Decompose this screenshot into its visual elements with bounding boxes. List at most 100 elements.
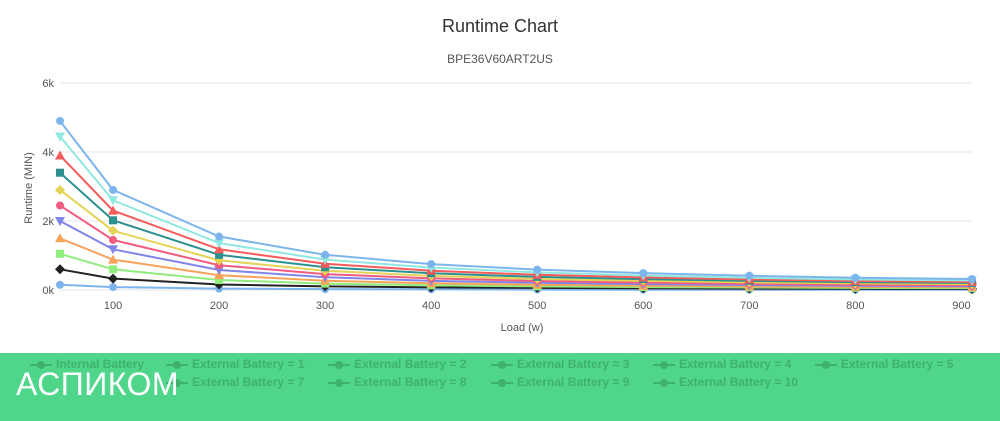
legend-swatch-icon [166, 360, 188, 370]
y-axis-title: Runtime (MIN) [23, 152, 35, 224]
x-tick-label: 400 [422, 300, 440, 312]
series-line [59, 154, 973, 283]
series-line [59, 204, 973, 287]
data-point [851, 273, 860, 282]
legend-swatch-icon [491, 360, 513, 370]
legend-swatch-icon [491, 378, 513, 388]
chart-subtitle: BPE36V60ART2US [447, 52, 553, 66]
series-line [59, 252, 973, 290]
legend-label: External Battery = 3 [517, 357, 630, 371]
series-line [59, 220, 973, 288]
legend-label: External Battery = 4 [679, 357, 792, 371]
data-point [109, 216, 118, 225]
data-point [56, 249, 64, 258]
legend-item[interactable]: External Battery = 9 [491, 374, 629, 390]
legend-swatch-icon [653, 360, 675, 370]
y-tick-label: 6k [42, 78, 54, 90]
data-point [56, 201, 64, 210]
legend-swatch-icon [653, 378, 675, 388]
series-line [59, 171, 973, 284]
y-tick-label: 0k [42, 285, 54, 297]
legend-swatch-icon [815, 360, 837, 370]
legend-item[interactable]: External Battery = 7 [166, 374, 304, 390]
y-tick-label: 2k [42, 216, 54, 228]
watermark-text: АСПИКОМ [16, 366, 180, 402]
data-point [55, 132, 65, 142]
legend-item[interactable]: External Battery = 1 [166, 356, 304, 372]
series [56, 116, 976, 283]
x-tick-label: 700 [740, 300, 758, 312]
data-point [533, 265, 542, 274]
legend-item[interactable]: External Battery = 2 [328, 356, 466, 372]
x-axis-ticks: 100 200 300 400 500 600 700 800 900 [104, 300, 971, 312]
legend-label: External Battery = 7 [192, 375, 305, 389]
data-point [427, 260, 436, 269]
series-line [59, 283, 972, 291]
legend-label: External Battery = 5 [841, 357, 954, 371]
data-point [55, 217, 65, 226]
chart-title: Runtime Chart [441, 16, 559, 36]
series-layer [55, 116, 977, 294]
series [55, 132, 977, 286]
data-point [745, 271, 754, 280]
data-point [968, 274, 976, 283]
data-point [109, 235, 118, 244]
data-point [109, 185, 118, 194]
x-tick-label: 300 [316, 300, 334, 312]
x-tick-label: 200 [210, 300, 228, 312]
series-line [59, 189, 973, 286]
data-point [639, 269, 648, 278]
data-point [56, 168, 64, 177]
data-point [215, 275, 224, 284]
legend-label: External Battery = 9 [517, 375, 630, 389]
legend-item[interactable]: External Battery = 10 [653, 374, 798, 390]
data-point [56, 280, 64, 289]
legend-label: External Battery = 2 [354, 357, 467, 371]
data-point [214, 255, 225, 266]
data-point [55, 150, 65, 160]
legend-label: External Battery = 1 [192, 357, 305, 371]
legend-label: Internal Battery [56, 357, 145, 371]
data-point [214, 244, 225, 254]
legend-item[interactable]: External Battery = 8 [328, 374, 466, 390]
series-line [59, 135, 973, 282]
y-axis-ticks: 0k 2k 4k 6k [42, 78, 54, 297]
legend-item[interactable]: External Battery = 5 [815, 356, 953, 372]
legend-label: External Battery = 8 [354, 375, 467, 389]
data-point [214, 239, 225, 249]
data-point [321, 250, 330, 259]
legend-swatch-icon [328, 360, 350, 370]
x-tick-label: 100 [104, 300, 122, 312]
data-point [109, 283, 118, 292]
series-line [59, 120, 973, 280]
data-point [108, 254, 119, 264]
x-tick-label: 900 [952, 300, 970, 312]
series-line [59, 268, 973, 290]
legend-swatch-icon [166, 378, 188, 388]
data-point [55, 184, 65, 195]
legend-item[interactable]: Internal Battery [30, 356, 144, 372]
y-tick-label: 4k [42, 147, 54, 159]
data-point [108, 205, 119, 215]
data-point [56, 116, 64, 125]
legend-item[interactable]: External Battery = 4 [653, 356, 791, 372]
data-point [215, 250, 224, 259]
data-point [108, 273, 119, 284]
data-point [108, 225, 119, 236]
x-tick-label: 600 [634, 300, 652, 312]
data-point [109, 265, 118, 274]
series-line [59, 237, 973, 289]
data-point [108, 245, 119, 255]
x-tick-label: 800 [846, 300, 864, 312]
x-tick-label: 500 [528, 300, 546, 312]
data-point [55, 233, 65, 243]
data-point [215, 232, 224, 241]
legend-swatch-icon [328, 378, 350, 388]
x-axis-title: Load (w) [501, 322, 544, 334]
legend-label: External Battery = 10 [679, 375, 799, 389]
data-point [55, 264, 65, 275]
legend-swatch-icon [30, 360, 52, 370]
data-point [108, 196, 119, 206]
runtime-chart-plot: 0k 2k 4k 6k 100 200 300 400 500 600 700 800 900 Run… [23, 78, 977, 334]
legend-item[interactable]: External Battery = 3 [491, 356, 629, 372]
